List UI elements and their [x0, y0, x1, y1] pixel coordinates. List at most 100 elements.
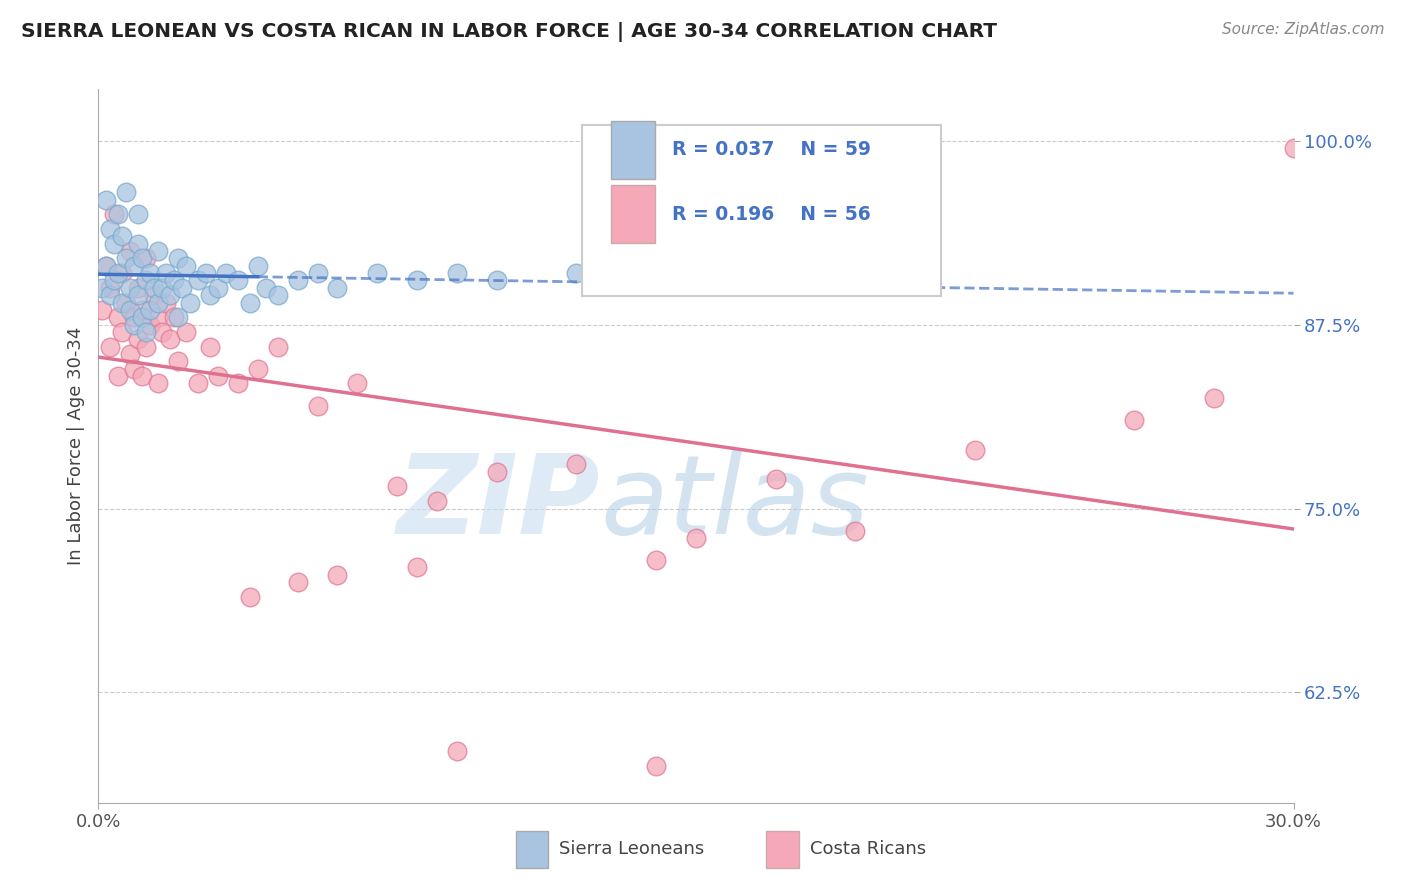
Point	[884, 273, 907, 287]
Point	[226, 376, 249, 391]
Point	[150, 281, 173, 295]
Point	[98, 288, 122, 302]
Point	[103, 207, 125, 221]
Point	[111, 295, 134, 310]
Point	[326, 567, 349, 582]
Point	[446, 744, 468, 758]
Point	[326, 281, 349, 295]
Text: R = 0.037    N = 59: R = 0.037 N = 59	[672, 140, 872, 160]
Point	[135, 273, 157, 287]
Point	[172, 281, 194, 295]
Point	[115, 185, 138, 199]
Point	[135, 340, 157, 354]
Point	[239, 295, 262, 310]
Point	[215, 266, 238, 280]
Point	[254, 281, 277, 295]
Point	[91, 302, 114, 317]
Point	[107, 310, 129, 325]
Point	[143, 281, 166, 295]
Point	[139, 302, 162, 317]
FancyBboxPatch shape	[612, 185, 655, 244]
Point	[163, 273, 186, 287]
Point	[645, 553, 668, 567]
Point	[131, 369, 153, 384]
Point	[143, 288, 166, 302]
Point	[155, 295, 177, 310]
Point	[111, 229, 134, 244]
Point	[127, 288, 149, 302]
FancyBboxPatch shape	[612, 120, 655, 179]
Text: ZIP: ZIP	[396, 450, 600, 557]
Point	[111, 325, 134, 339]
Point	[148, 376, 170, 391]
Point	[287, 273, 309, 287]
Point	[446, 266, 468, 280]
Point	[159, 288, 181, 302]
Point	[124, 318, 146, 332]
Point	[645, 759, 668, 773]
Point	[198, 288, 221, 302]
Point	[844, 524, 866, 538]
Point	[103, 236, 125, 251]
Point	[98, 340, 122, 354]
Point	[127, 332, 149, 346]
Point	[287, 575, 309, 590]
Point	[765, 472, 787, 486]
Point	[107, 207, 129, 221]
Point	[167, 354, 190, 368]
Point	[115, 252, 138, 266]
Point	[187, 376, 209, 391]
Point	[685, 531, 707, 545]
Point	[127, 281, 149, 295]
Point	[148, 310, 170, 325]
Point	[187, 273, 209, 287]
Point	[1282, 141, 1305, 155]
Point	[426, 494, 449, 508]
Point	[406, 273, 429, 287]
Point	[167, 252, 190, 266]
Point	[148, 295, 170, 310]
Point	[159, 332, 181, 346]
Point	[167, 310, 190, 325]
FancyBboxPatch shape	[582, 125, 941, 296]
Point	[485, 465, 508, 479]
Point	[135, 252, 157, 266]
Point	[565, 266, 588, 280]
Point	[96, 259, 118, 273]
Point	[107, 369, 129, 384]
Point	[1123, 413, 1146, 427]
Point	[120, 244, 142, 258]
Point	[127, 207, 149, 221]
Point	[96, 259, 118, 273]
Point	[307, 399, 329, 413]
Point	[179, 295, 201, 310]
Point	[91, 281, 114, 295]
Point	[131, 310, 153, 325]
Point	[207, 281, 229, 295]
Point	[195, 266, 218, 280]
Point	[120, 347, 142, 361]
Point	[366, 266, 388, 280]
Point	[226, 273, 249, 287]
Point	[724, 266, 747, 280]
Point	[485, 273, 508, 287]
Point	[139, 266, 162, 280]
Point	[267, 288, 290, 302]
Point	[150, 325, 173, 339]
Point	[127, 236, 149, 251]
Point	[111, 266, 134, 280]
Point	[131, 302, 153, 317]
Point	[198, 340, 221, 354]
Text: Sierra Leoneans: Sierra Leoneans	[558, 840, 704, 858]
Text: Costa Ricans: Costa Ricans	[810, 840, 925, 858]
Point	[267, 340, 290, 354]
Point	[246, 361, 269, 376]
Point	[1202, 391, 1225, 405]
Point	[174, 259, 197, 273]
Point	[96, 193, 118, 207]
Point	[135, 325, 157, 339]
Text: SIERRA LEONEAN VS COSTA RICAN IN LABOR FORCE | AGE 30-34 CORRELATION CHART: SIERRA LEONEAN VS COSTA RICAN IN LABOR F…	[21, 22, 997, 42]
Point	[131, 252, 153, 266]
Point	[103, 273, 125, 287]
Point	[155, 266, 177, 280]
